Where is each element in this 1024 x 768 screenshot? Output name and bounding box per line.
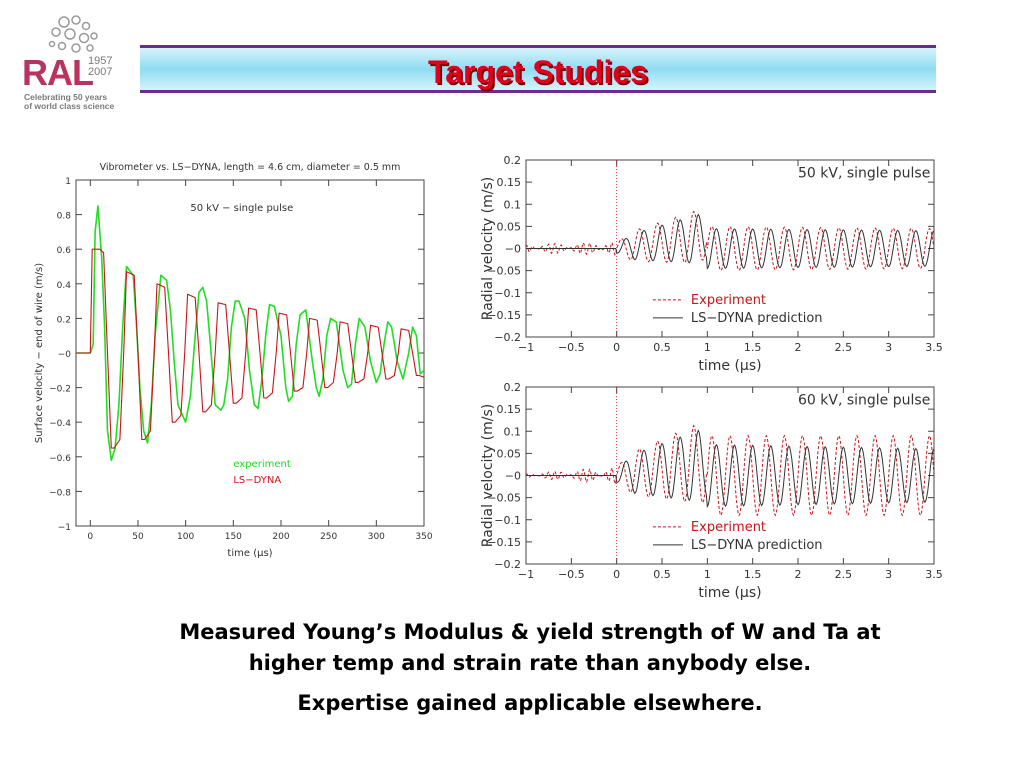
y-tick-label: 0.1 bbox=[504, 425, 522, 438]
x-tick-label: 1.5 bbox=[744, 568, 762, 581]
x-axis-label: time (μs) bbox=[698, 585, 761, 601]
logo-dots-icon bbox=[48, 15, 98, 53]
x-tick-label: −1 bbox=[518, 568, 534, 581]
x-tick-label: 300 bbox=[368, 532, 385, 542]
x-tick-label: 3 bbox=[885, 568, 892, 581]
x-tick-label: 150 bbox=[225, 532, 242, 542]
y-tick-label: 0.8 bbox=[57, 212, 72, 222]
legend-lsdyna: LS−DYNA prediction bbox=[691, 538, 823, 553]
logo-year-start: 1957 bbox=[88, 55, 113, 67]
y-tick-label: 0.2 bbox=[504, 381, 522, 394]
legend-experiment: Experiment bbox=[691, 293, 766, 308]
x-tick-label: 2.5 bbox=[835, 568, 853, 581]
x-tick-label: 1.5 bbox=[744, 341, 762, 354]
x-tick-label: 100 bbox=[177, 532, 194, 542]
y-tick-label: −0.4 bbox=[49, 419, 71, 429]
y-tick-label: −0 bbox=[505, 470, 521, 483]
caption-line-3: Expertise gained applicable elsewhere. bbox=[297, 691, 763, 715]
logo-ral-text: RAL bbox=[22, 52, 94, 93]
x-tick-label: 1 bbox=[704, 568, 711, 581]
experiment-series-line bbox=[525, 210, 935, 272]
x-tick-label: 1 bbox=[704, 341, 711, 354]
x-tick-label: 250 bbox=[320, 532, 337, 542]
x-tick-label: 2 bbox=[795, 568, 802, 581]
plot-frame bbox=[75, 179, 425, 527]
x-tick-label: −1 bbox=[518, 341, 534, 354]
lsdyna-series-line bbox=[526, 429, 935, 509]
chart-annotation: 50 kV, single pulse bbox=[798, 166, 930, 182]
y-tick-label: 0.4 bbox=[57, 281, 72, 291]
lsdyna-series-line bbox=[526, 213, 935, 270]
chart-annotation: 60 kV, single pulse bbox=[798, 393, 930, 409]
ral-logo: RAL 1957 2007 Celebrating 50 years of wo… bbox=[22, 14, 132, 114]
chart-annotation: 50 kV − single pulse bbox=[190, 203, 293, 214]
x-tick-label: 3.5 bbox=[925, 568, 943, 581]
x-tick-label: 2 bbox=[795, 341, 802, 354]
y-axis-label: Radial velocity (m/s) bbox=[480, 404, 496, 547]
y-tick-label: −0.8 bbox=[49, 488, 71, 498]
x-tick-label: 50 bbox=[132, 532, 144, 542]
y-tick-label: −0.15 bbox=[487, 309, 521, 322]
y-tick-label: −1 bbox=[58, 523, 71, 533]
legend-lsdyna: LS−DYNA prediction bbox=[691, 311, 823, 326]
y-tick-label: −0.05 bbox=[487, 265, 521, 278]
y-tick-label: −0.1 bbox=[494, 514, 521, 527]
y-tick-label: 0.15 bbox=[497, 403, 522, 416]
y-tick-label: 1 bbox=[65, 177, 71, 187]
radial-velocity-60kv-chart: −1 −0.5 0 0.5 1 1.5 2 2.5 3 3.5 0.2 0.15 0.1 0.05 −0 −0… bbox=[480, 381, 943, 601]
legend-experiment: experiment bbox=[233, 459, 291, 470]
y-tick-label: 0.1 bbox=[504, 198, 522, 211]
title-bar: Target Studies bbox=[140, 45, 936, 93]
x-tick-label: −0.5 bbox=[558, 341, 585, 354]
caption-line-2: higher temp and strain rate than anybody… bbox=[248, 651, 812, 675]
x-tick-label: 0 bbox=[87, 532, 93, 542]
y-tick-label: −0.2 bbox=[494, 558, 521, 571]
x-tick-label: 0.5 bbox=[653, 341, 671, 354]
logo-years: 1957 2007 bbox=[88, 56, 112, 78]
x-axis-label: time (μs) bbox=[698, 358, 761, 374]
lsdyna-series-line bbox=[76, 248, 425, 449]
logo-tagline-line1: Celebrating 50 years bbox=[24, 92, 108, 102]
caption-line-1: Measured Young’s Modulus & yield strengt… bbox=[179, 620, 881, 644]
y-tick-label: −0.2 bbox=[49, 385, 71, 395]
y-tick-label: 0.2 bbox=[504, 154, 522, 167]
logo-tagline: Celebrating 50 years of world class scie… bbox=[24, 93, 114, 111]
x-tick-label: 200 bbox=[272, 532, 289, 542]
y-tick-label: −0.2 bbox=[494, 331, 521, 344]
y-tick-label: 0.05 bbox=[497, 220, 522, 233]
y-tick-label: 0.2 bbox=[57, 315, 71, 325]
caption: Measured Young’s Modulus & yield strengt… bbox=[80, 617, 980, 719]
x-tick-label: 3.5 bbox=[925, 341, 943, 354]
y-tick-label: 0.05 bbox=[497, 447, 522, 460]
vibrometer-chart: 0 50 100 150 200 250 300 350 1 0.8 0.6 0.4 0.2 −0 −0.2… bbox=[34, 162, 433, 559]
logo-year-end: 2007 bbox=[88, 66, 113, 78]
radial-velocity-50kv-chart: −1 −0.5 0 0.5 1 1.5 2 2.5 3 3.5 0.2 0.15 0.1 0.05 −0 −0… bbox=[480, 154, 943, 374]
x-tick-label: 0 bbox=[613, 341, 620, 354]
logo-tagline-line2: of world class science bbox=[24, 101, 115, 111]
x-tick-label: 0 bbox=[613, 568, 620, 581]
y-tick-label: −0.15 bbox=[487, 536, 521, 549]
legend-experiment: Experiment bbox=[691, 520, 766, 535]
legend-lsdyna: LS−DYNA bbox=[233, 475, 281, 486]
x-tick-label: −0.5 bbox=[558, 568, 585, 581]
x-tick-label: 2.5 bbox=[835, 341, 853, 354]
y-tick-label: −0.05 bbox=[487, 492, 521, 505]
page-title: Target Studies bbox=[428, 54, 648, 90]
x-tick-label: 3 bbox=[885, 341, 892, 354]
y-axis-label: Radial velocity (m/s) bbox=[480, 177, 496, 320]
y-tick-label: −0 bbox=[505, 243, 521, 256]
x-axis-label: time (μs) bbox=[227, 548, 272, 559]
experiment-series-line bbox=[76, 205, 425, 462]
y-tick-label: 0.15 bbox=[497, 176, 522, 189]
y-tick-label: −0.1 bbox=[494, 287, 521, 300]
chart-title: Vibrometer vs. LS−DYNA, length = 4.6 cm,… bbox=[100, 162, 401, 173]
experiment-series-line bbox=[525, 424, 935, 517]
x-tick-label: 350 bbox=[415, 532, 432, 542]
y-axis-label: Surface velocity − end of wire (m/s) bbox=[34, 263, 45, 443]
y-tick-label: 0.6 bbox=[57, 246, 72, 256]
y-tick-label: −0 bbox=[58, 350, 72, 360]
y-tick-label: −0.6 bbox=[49, 454, 71, 464]
x-tick-label: 0.5 bbox=[653, 568, 671, 581]
